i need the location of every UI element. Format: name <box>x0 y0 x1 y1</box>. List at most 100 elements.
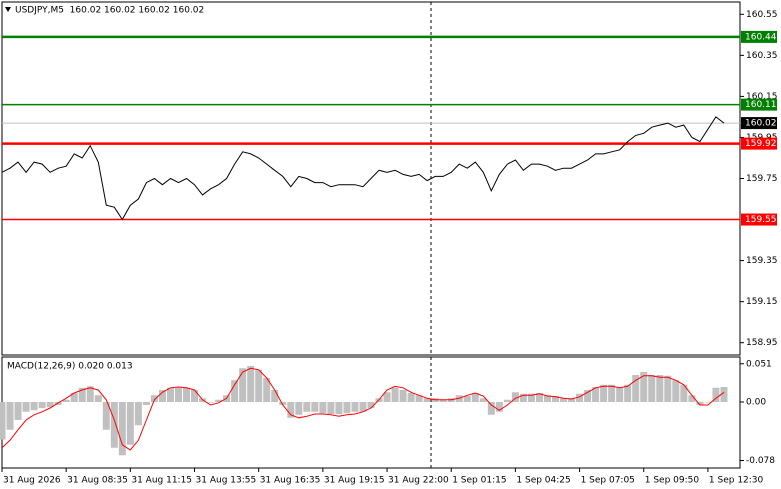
histogram-bar <box>415 395 423 402</box>
x-tick-label: 31 Aug 22:00 <box>388 476 449 486</box>
histogram-bar <box>295 402 303 415</box>
histogram-bar <box>86 386 94 402</box>
histogram-bar <box>207 402 215 403</box>
histogram-bar <box>231 380 239 402</box>
histogram-bar <box>30 402 38 411</box>
histogram-bar <box>720 387 728 402</box>
histogram-bar <box>174 387 182 402</box>
histogram-bar <box>471 393 479 402</box>
histogram-bar <box>552 396 559 402</box>
level-label: 159.55 <box>745 215 777 225</box>
y-tick-label: 159.15 <box>746 297 778 307</box>
last-price-label-bg <box>741 117 777 130</box>
histogram-bar <box>142 402 150 405</box>
level-label-bg <box>741 30 777 43</box>
histogram-bar <box>463 396 471 402</box>
level-label-bg <box>741 137 777 150</box>
histogram-bar <box>423 398 431 402</box>
histogram-bar <box>688 395 696 402</box>
histogram-bar <box>543 395 551 402</box>
histogram-bar <box>303 402 311 412</box>
histogram-bar <box>568 398 576 402</box>
histogram-bar <box>616 387 624 402</box>
y-tick-label: 0.00 <box>746 398 766 408</box>
x-tick-label: 1 Sep 04:25 <box>516 476 570 486</box>
histogram-bar <box>6 402 14 430</box>
histogram-bar <box>183 387 190 402</box>
histogram-bar <box>0 402 6 440</box>
x-tick-label: 31 Aug 13:55 <box>196 476 257 486</box>
histogram-bar <box>479 398 487 402</box>
y-tick-label: 160.15 <box>746 92 778 102</box>
histogram-bar <box>215 399 223 402</box>
histogram-bar <box>110 402 118 448</box>
histogram-bar <box>271 390 279 402</box>
histogram-bar <box>327 402 335 414</box>
histogram-bar <box>584 390 592 402</box>
histogram-bar <box>191 390 199 402</box>
histogram-bar <box>519 393 527 402</box>
histogram-bar <box>94 395 102 402</box>
histogram-bar <box>279 402 287 405</box>
histogram-bar <box>696 402 704 405</box>
histogram-bar <box>648 375 656 402</box>
histogram-bar <box>383 392 391 402</box>
histogram-bar <box>680 384 688 402</box>
histogram-bar <box>343 402 351 414</box>
histogram-bar <box>311 402 319 412</box>
histogram-bar <box>287 402 295 418</box>
histogram-bar <box>704 402 712 403</box>
histogram-bar <box>399 390 407 402</box>
histogram-bar <box>263 378 271 402</box>
level-label-bg <box>741 98 777 111</box>
x-tick-label: 1 Sep 07:05 <box>581 476 635 486</box>
histogram-bar <box>632 375 640 402</box>
signal-line <box>1 367 725 451</box>
histogram-bar <box>158 390 166 402</box>
level-label-bg <box>741 213 777 226</box>
histogram-bar <box>38 402 46 408</box>
x-tick-label: 1 Sep 12:30 <box>709 476 764 486</box>
histogram-bar <box>527 393 535 402</box>
level-label: 160.44 <box>745 32 777 42</box>
histogram-bar <box>54 402 62 405</box>
histogram-bar <box>495 402 503 412</box>
histogram-bar <box>407 393 415 402</box>
last-price-label: 160.02 <box>745 119 777 129</box>
x-tick-label: 1 Sep 09:50 <box>645 476 700 486</box>
histogram-bar <box>62 399 70 402</box>
histogram-bar <box>166 387 174 402</box>
histogram-bar <box>102 402 110 430</box>
histogram-bar <box>255 369 263 402</box>
histogram-bar <box>367 402 375 408</box>
level-label: 159.92 <box>745 139 777 149</box>
histogram-bar <box>335 402 343 414</box>
histogram-bar <box>487 402 495 415</box>
price-line <box>1 116 725 221</box>
y-tick-label: 0.051 <box>746 359 772 369</box>
histogram-bar <box>592 387 600 402</box>
histogram-bar <box>70 393 78 402</box>
histogram-bar <box>78 387 86 402</box>
histogram-bar <box>712 387 720 402</box>
marks: 160.55160.35160.15159.95159.75159.35159.… <box>0 10 778 486</box>
level-label: 160.11 <box>745 100 777 110</box>
histogram-bar <box>134 402 142 426</box>
histogram-bar <box>576 393 584 402</box>
x-tick-label: 31 Aug 19:15 <box>324 476 385 486</box>
histogram-bar <box>14 402 22 420</box>
menu-icon <box>5 7 11 12</box>
x-tick-label: 1 Sep 01:15 <box>452 476 506 486</box>
histogram-bar <box>46 402 54 408</box>
histogram-bar <box>511 392 519 402</box>
histogram-bar <box>560 398 568 402</box>
chart-title: USDJPY,M5 160.02 160.02 160.02 160.02 <box>15 6 204 16</box>
x-tick-label: 31 Aug 16:35 <box>260 476 321 486</box>
histogram-bar <box>624 384 632 402</box>
histogram-bar <box>126 402 134 445</box>
histogram-bar <box>351 402 359 412</box>
histogram-bar <box>600 384 608 402</box>
y-tick-label: 160.35 <box>746 51 778 61</box>
histogram-bar <box>391 387 399 402</box>
